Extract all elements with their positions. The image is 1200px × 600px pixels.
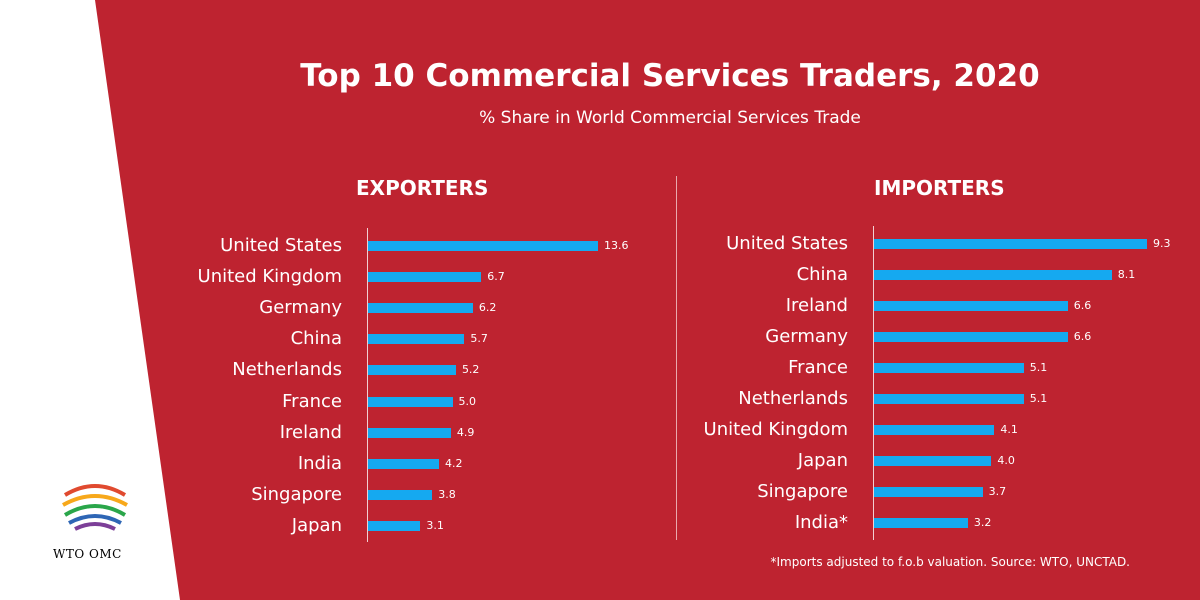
exporters-category-label: Ireland [279,421,342,443]
exporters-value-label: 4.9 [456,425,475,439]
importers-bar [874,270,1112,280]
wto-globe-logo-icon [62,484,128,531]
importers-bar [874,363,1024,373]
importers-category-label: Germany [765,326,848,347]
exporters-value-label: 6.7 [487,270,505,284]
importers-value-label: 4.0 [997,454,1015,467]
importers-bar [874,487,983,497]
exporters-value-label: 4.2 [445,456,463,470]
exporters-category-label: Japan [291,514,342,536]
exporters-bar [368,272,482,283]
exporters-bar [368,520,421,531]
importers-value-label: 5.1 [1029,361,1048,374]
exporters-category-label: France [282,390,342,412]
exporters-value-label: 5.0 [458,394,477,408]
importers-value-label: 6.6 [1073,299,1092,312]
exporters-bar [368,489,433,500]
exporters-bar [368,396,453,407]
logo-text: WTO OMC [53,547,122,561]
exporters-value-label: 3.8 [438,487,456,501]
exporters-bar [368,334,465,345]
importers-value-label: 9.3 [1153,237,1171,250]
importers-panel-title: IMPORTERS [874,176,1005,200]
importers-category-label: India* [794,512,848,533]
source-note: *Imports adjusted to f.o.b valuation. So… [770,555,1130,569]
importers-bar [874,332,1068,342]
exporters-bar [368,365,456,376]
importers-category-label: France [788,357,848,378]
exporters-category-label: Germany [259,297,342,319]
importers-category-label: United States [726,233,848,254]
exporters-bar [368,427,451,438]
chart-title: Top 10 Commercial Services Traders, 2020 [300,58,1040,94]
importers-category-label: China [796,264,848,285]
exporters-value-label: 3.1 [426,518,444,532]
importers-bar [874,239,1147,249]
exporters-value-label: 13.6 [604,239,629,252]
exporters-panel-title: EXPORTERS [356,176,489,200]
importers-category-label: Singapore [757,481,848,502]
exporters-axis [367,228,368,542]
exporters-category-label: India [297,452,342,474]
panel-divider [676,176,677,540]
exporters-category-label: United States [220,235,342,256]
importers-category-label: United Kingdom [703,419,848,440]
exporters-bar [368,303,473,314]
exporters-category-label: Netherlands [232,359,342,381]
exporters-bar [368,458,440,469]
importers-value-label: 3.2 [973,516,992,529]
importers-bar [874,394,1024,404]
importers-bar [874,301,1068,311]
importers-value-label: 3.7 [988,485,1007,498]
importers-axis [873,226,874,540]
exporters-bar [368,241,598,251]
importers-bar [874,425,995,435]
white-side-panel [0,0,180,600]
importers-value-label: 6.6 [1073,330,1092,343]
importers-value-label: 8.1 [1117,268,1136,281]
exporters-category-label: United Kingdom [197,266,342,288]
chart-subtitle: % Share in World Commercial Services Tra… [479,108,861,128]
importers-bar [874,518,968,528]
importers-value-label: 5.1 [1029,392,1048,405]
importers-category-label: Netherlands [738,388,848,409]
exporters-value-label: 6.2 [478,301,497,315]
importers-value-label: 4.1 [1000,423,1018,436]
importers-category-label: Japan [797,450,848,471]
exporters-value-label: 5.2 [461,363,480,377]
exporters-category-label: China [290,328,342,350]
exporters-value-label: 5.7 [470,332,488,346]
importers-bar [874,456,992,466]
importers-category-label: Ireland [785,295,848,316]
exporters-category-label: Singapore [251,483,342,505]
